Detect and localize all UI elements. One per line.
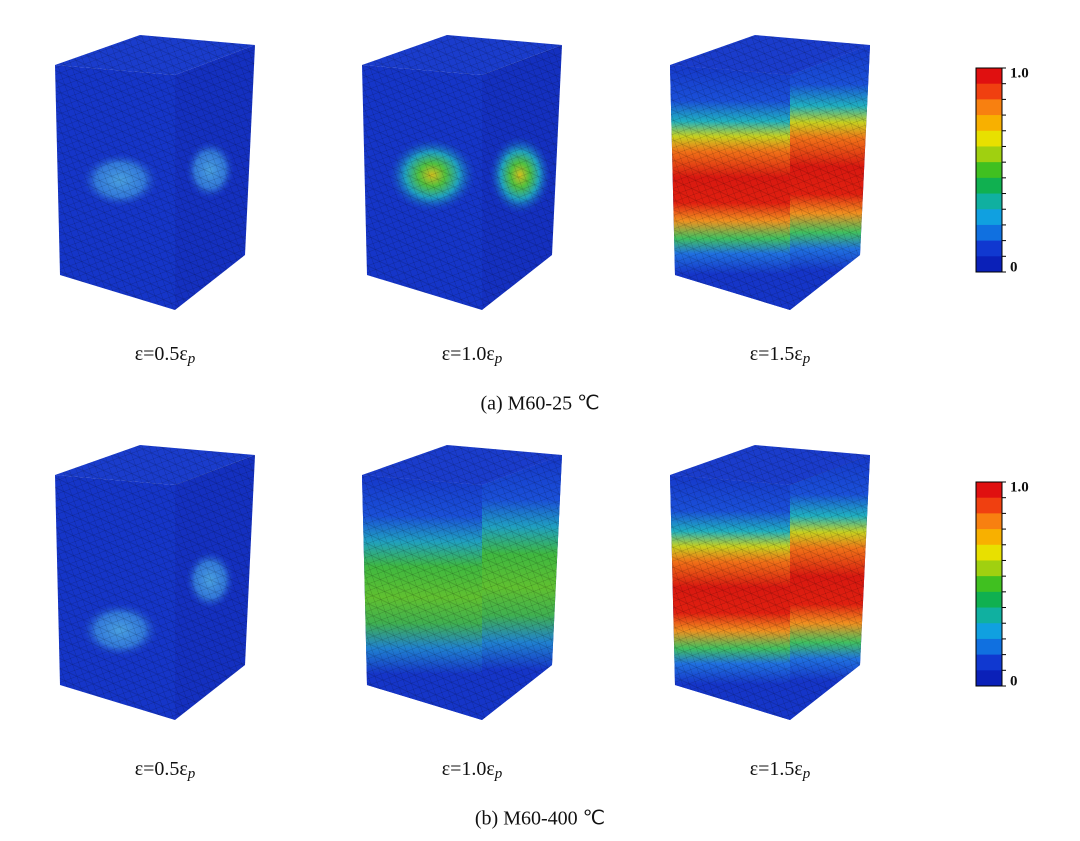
strain-text: ε=1.0ε	[442, 343, 495, 365]
cube	[670, 35, 870, 310]
panel: ε=0.5εp ε=1.0εp ε=1.5εp(a) M60-25 ℃1.00	[55, 35, 1029, 415]
strain-label: ε=1.0εp	[442, 343, 503, 368]
colorbar-frame	[975, 481, 1003, 687]
colorbar-segment	[976, 177, 1002, 195]
colorbar: 1.00	[975, 479, 1029, 689]
strain-subscript: p	[187, 766, 196, 782]
strain-text: ε=0.5ε	[135, 758, 188, 780]
strain-label: ε=0.5εp	[135, 343, 196, 368]
colorbar-segment	[976, 497, 1002, 514]
colorbar: 1.00	[975, 65, 1029, 275]
mesh-top	[55, 445, 255, 485]
mesh-front	[362, 475, 482, 720]
colorbar-segment	[976, 482, 1002, 499]
strain-text: ε=1.5ε	[750, 758, 803, 780]
strain-label: ε=1.5εp	[750, 758, 811, 783]
colorbar-segment	[976, 99, 1002, 116]
cube	[55, 35, 255, 310]
colorbar-segment	[976, 560, 1002, 577]
colorbar-segment	[976, 654, 1002, 671]
colorbar-segment	[976, 162, 1002, 179]
colorbar-segment	[976, 544, 1002, 561]
cube	[55, 445, 255, 720]
mesh-front	[55, 65, 175, 310]
strain-subscript: p	[802, 351, 811, 367]
mesh-front	[670, 65, 790, 310]
colorbar-segment	[976, 529, 1002, 546]
panel-caption: (b) M60-400 ℃	[475, 808, 605, 830]
colorbar-segment	[976, 240, 1002, 257]
colorbar-segment	[976, 130, 1002, 147]
mesh-front	[670, 475, 790, 720]
colorbar-segment	[976, 256, 1002, 273]
colorbar-segment	[976, 68, 1002, 85]
colorbar-segment	[976, 115, 1002, 132]
mesh-top	[362, 445, 562, 485]
mesh-right	[175, 455, 255, 720]
strain-text: ε=1.0ε	[442, 758, 495, 780]
cube	[670, 445, 870, 720]
mesh-right	[175, 45, 255, 310]
mesh-right	[482, 455, 562, 720]
mesh-top	[670, 445, 870, 485]
strain-text: ε=1.5ε	[750, 343, 803, 365]
cube	[362, 445, 562, 720]
panel: ε=0.5εp ε=1.0εp ε=1.5εp(b) M60-400 ℃1.00	[55, 445, 1029, 830]
cube	[362, 35, 562, 310]
colorbar-min-label: 0	[1010, 673, 1018, 689]
mesh-right	[790, 45, 870, 310]
colorbar-segment	[976, 670, 1002, 687]
mesh-right	[482, 45, 562, 310]
strain-label: ε=0.5εp	[135, 758, 196, 783]
colorbar-segment	[976, 513, 1002, 530]
colorbar-max-label: 1.0	[1010, 479, 1029, 495]
colorbar-max-label: 1.0	[1010, 65, 1029, 81]
mesh-front	[55, 475, 175, 720]
colorbar-segment	[976, 209, 1002, 226]
colorbar-segment	[976, 638, 1002, 656]
panel-caption: (a) M60-25 ℃	[480, 393, 599, 415]
strain-label: ε=1.5εp	[750, 343, 811, 368]
strain-subscript: p	[494, 351, 503, 367]
strain-subscript: p	[187, 351, 196, 367]
colorbar-segment	[976, 193, 1002, 210]
colorbar-segment	[976, 591, 1002, 609]
colorbar-frame	[975, 67, 1003, 273]
mesh-front	[362, 65, 482, 310]
colorbar-min-label: 0	[1010, 259, 1018, 275]
strain-label: ε=1.0εp	[442, 758, 503, 783]
mesh-top	[362, 35, 562, 75]
mesh-right	[790, 455, 870, 720]
colorbar-segment	[976, 576, 1002, 593]
colorbar-segment	[976, 83, 1002, 100]
strain-subscript: p	[802, 766, 811, 782]
mesh-top	[55, 35, 255, 75]
colorbar-segment	[976, 224, 1002, 242]
colorbar-segment	[976, 623, 1002, 640]
mesh-top	[670, 35, 870, 75]
colorbar-segment	[976, 607, 1002, 624]
colorbar-segment	[976, 146, 1002, 163]
strain-text: ε=0.5ε	[135, 343, 188, 365]
strain-subscript: p	[494, 766, 503, 782]
